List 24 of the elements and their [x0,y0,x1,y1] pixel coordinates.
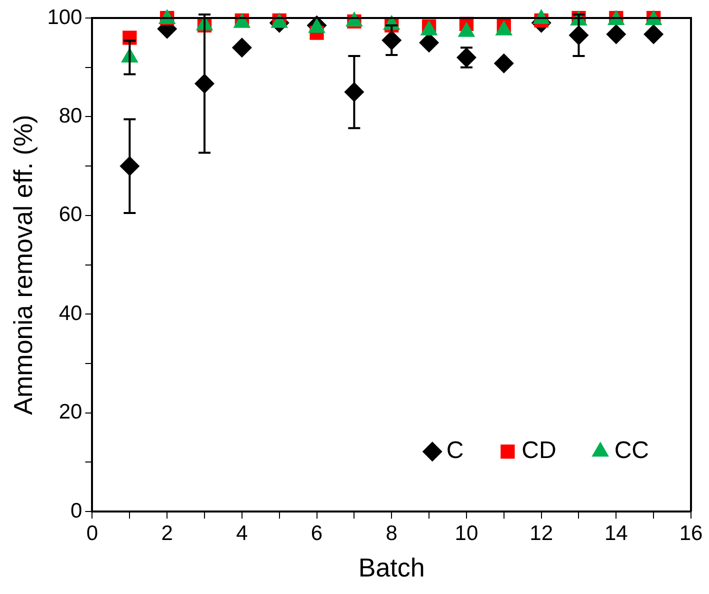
legend-label: CC [614,437,650,464]
x-tick-label: 14 [604,522,628,545]
x-tick-label: 0 [86,522,98,545]
x-tick-label: 10 [454,522,478,545]
point [644,24,664,44]
x-tick-label: 2 [161,522,173,545]
y-tick-label: 0 [70,499,82,522]
x-tick-label: 16 [679,522,703,545]
y-tick-label: 80 [58,104,82,128]
y-tick-label: 100 [47,6,82,29]
x-tick-label: 8 [386,522,398,545]
point [606,24,626,44]
y-tick-label: 60 [58,203,82,226]
x-tick-label: 6 [310,522,323,545]
legend-label: CD [522,437,556,464]
legend-label: C [446,437,464,464]
x-tick-label: 12 [530,522,553,545]
y-tick-label: 20 [58,400,82,424]
x-axis-title: Batch [358,552,425,583]
point [232,38,252,58]
x-tick-label: 4 [236,522,248,545]
y-axis-title: Ammonia removal eff. (%) [8,114,38,415]
y-tick-label: 40 [58,302,82,325]
point [494,53,514,74]
